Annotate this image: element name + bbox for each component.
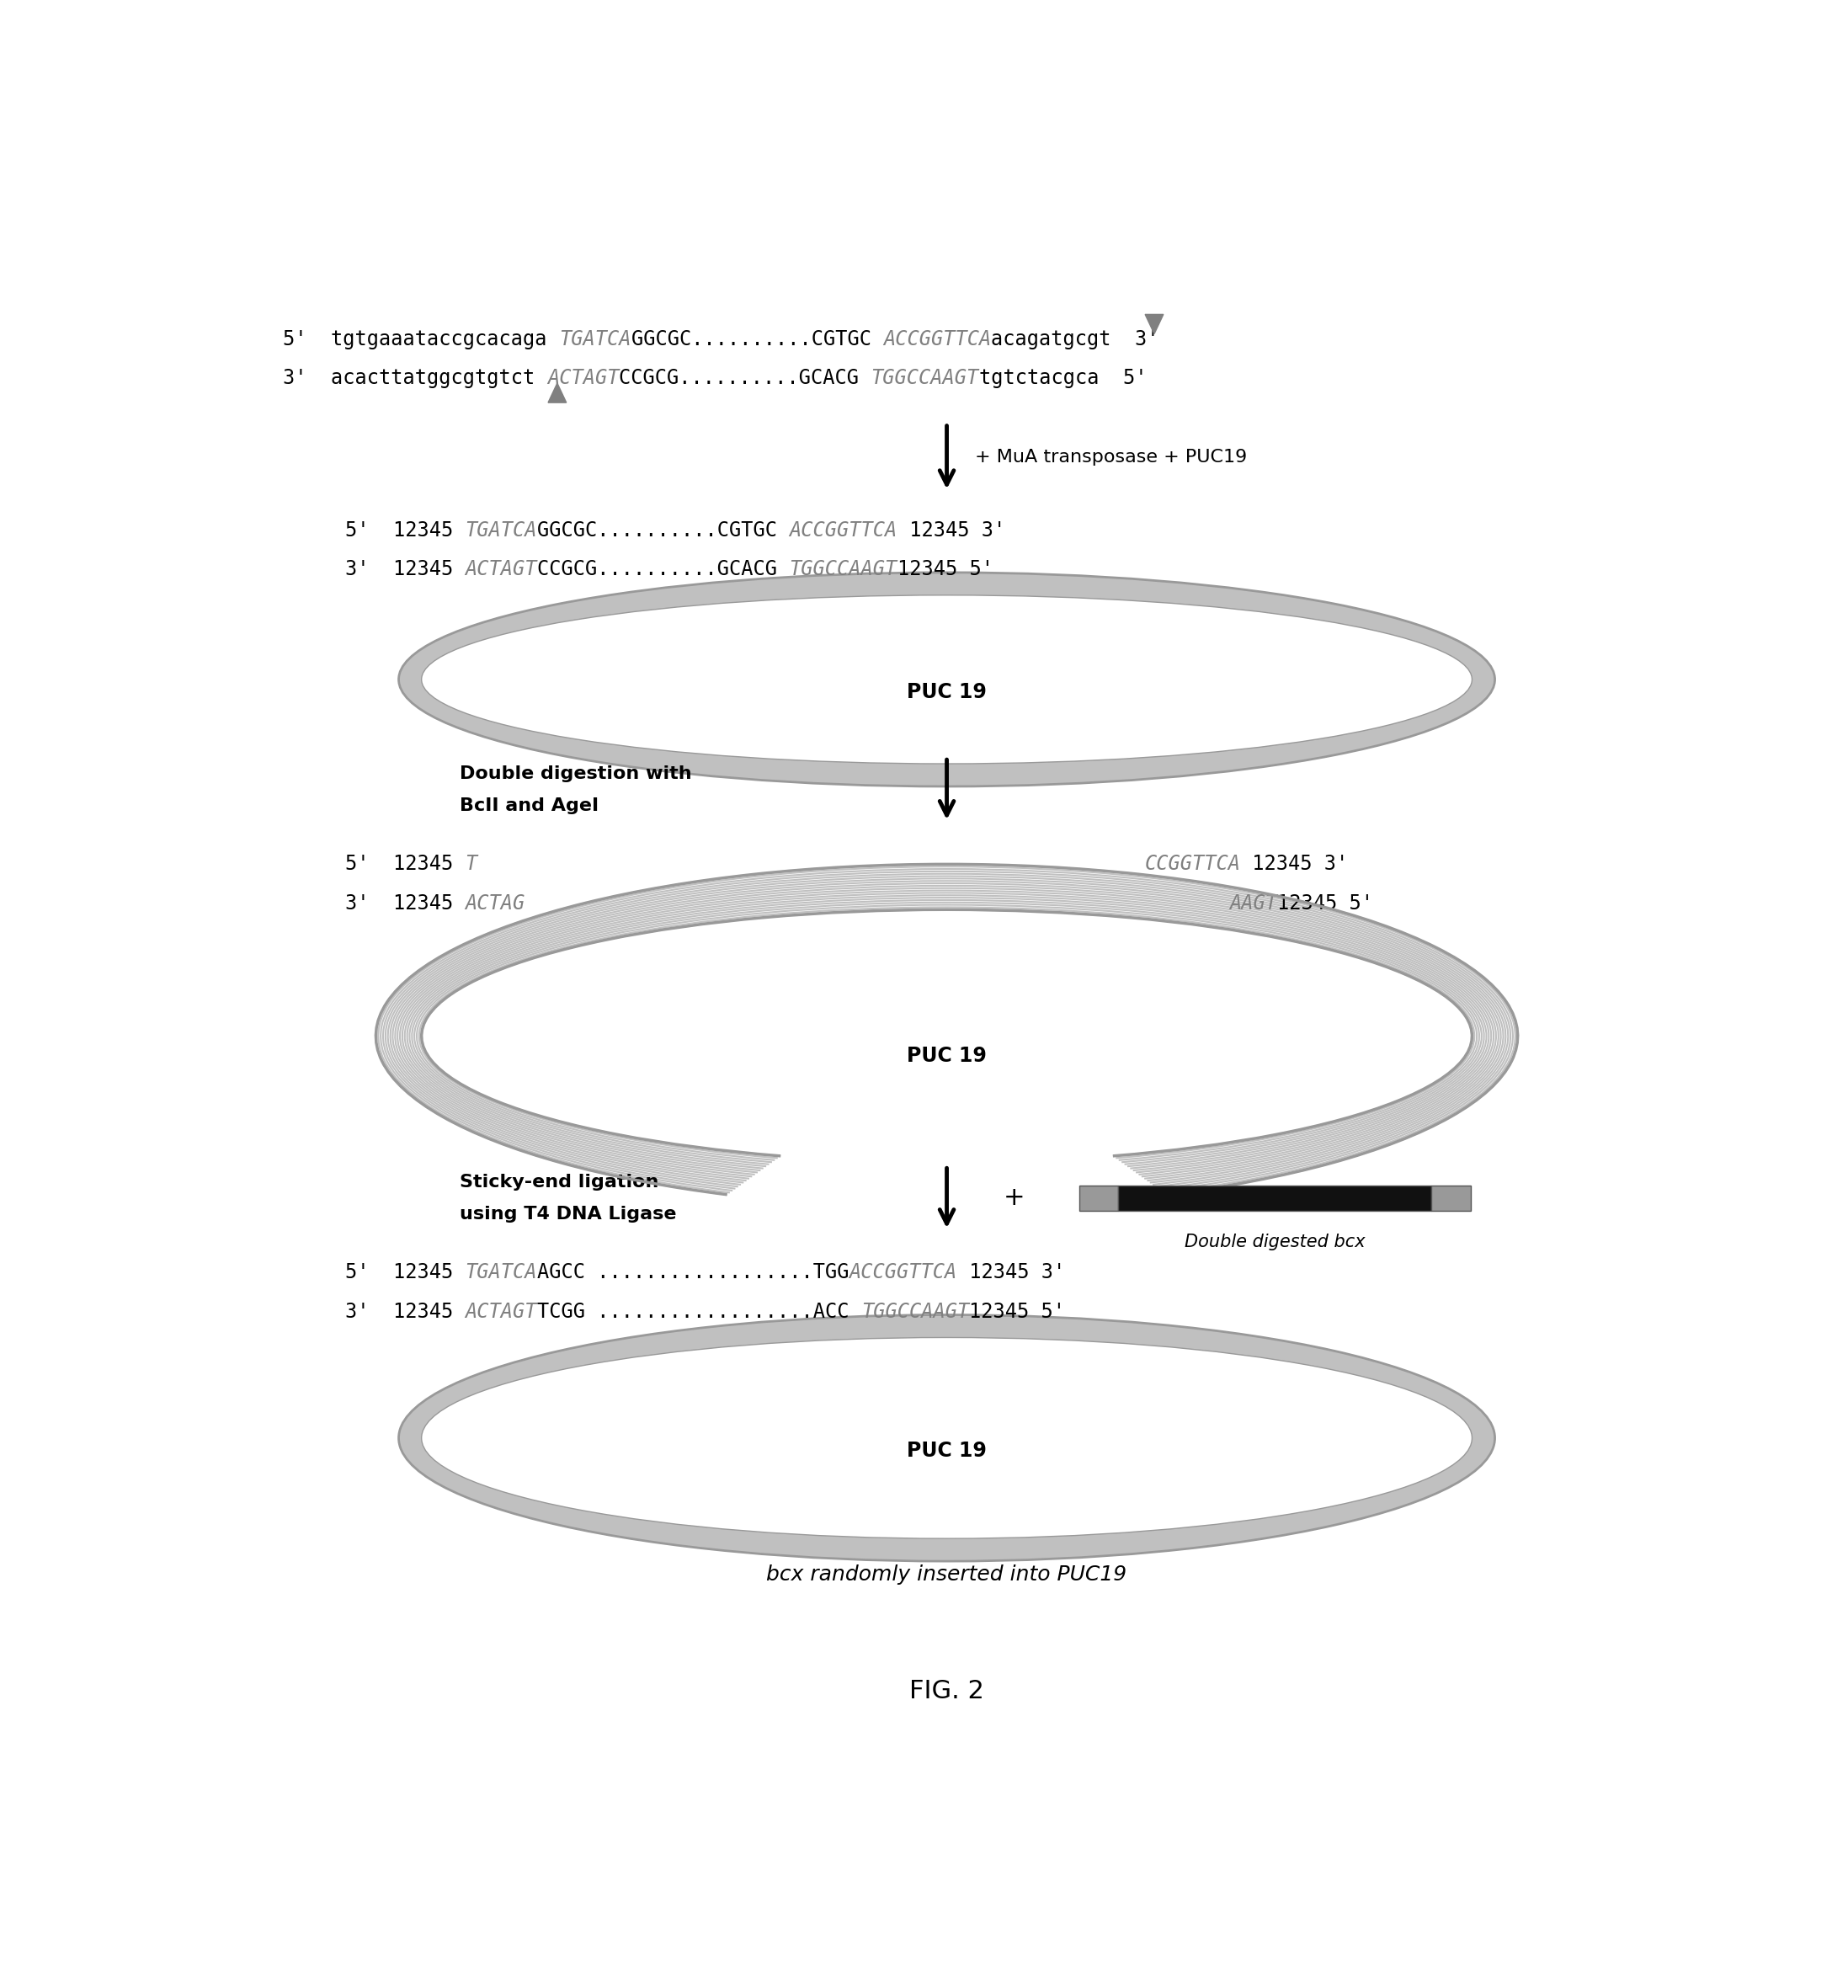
Text: 5'  tgtgaaataccgcacaga: 5' tgtgaaataccgcacaga	[283, 328, 560, 350]
Text: 5'  12345: 5' 12345	[346, 855, 466, 875]
Text: 3'  acacttatggcgtgtct: 3' acacttatggcgtgtct	[283, 368, 547, 388]
Text: CCGCG..........GCACG: CCGCG..........GCACG	[538, 559, 789, 579]
Bar	[1118, 1185, 1432, 1211]
Text: CCGCG..........GCACG: CCGCG..........GCACG	[619, 368, 870, 388]
Text: TGATCA: TGATCA	[466, 521, 538, 541]
Text: 3'  12345: 3' 12345	[346, 1302, 466, 1322]
Text: ACTAGT: ACTAGT	[466, 1302, 538, 1322]
Text: PUC 19: PUC 19	[907, 1441, 987, 1461]
Bar	[1432, 1185, 1471, 1211]
Text: 12345 5': 12345 5'	[968, 1302, 1064, 1322]
Text: acagatgcgt  3': acagatgcgt 3'	[991, 328, 1159, 350]
Ellipse shape	[421, 594, 1473, 763]
Text: TGGCCAAGT: TGGCCAAGT	[870, 368, 979, 388]
Text: PUC 19: PUC 19	[907, 1046, 987, 1066]
Text: TGATCA: TGATCA	[466, 1262, 538, 1282]
Text: T: T	[466, 855, 477, 875]
Bar	[1079, 1185, 1118, 1211]
Text: GGCGC..........CGTGC: GGCGC..........CGTGC	[538, 521, 789, 541]
Text: TGATCA: TGATCA	[560, 328, 632, 350]
Text: tgtctacgca  5': tgtctacgca 5'	[979, 368, 1148, 388]
Text: FIG. 2: FIG. 2	[909, 1678, 985, 1704]
Text: TCGG ..................ACC: TCGG ..................ACC	[538, 1302, 861, 1322]
Text: 12345 3': 12345 3'	[1240, 855, 1349, 875]
Text: ACTAGT: ACTAGT	[547, 368, 619, 388]
Polygon shape	[549, 384, 565, 404]
Text: +: +	[1003, 1187, 1026, 1211]
Text: ACCGGTTCA: ACCGGTTCA	[848, 1262, 957, 1282]
Text: 12345 5': 12345 5'	[1277, 893, 1373, 912]
Text: 3'  12345: 3' 12345	[346, 559, 466, 579]
Text: using T4 DNA Ligase: using T4 DNA Ligase	[460, 1207, 676, 1223]
Text: Sticky-end ligation: Sticky-end ligation	[460, 1173, 658, 1191]
Ellipse shape	[421, 1338, 1473, 1539]
Text: ACTAG: ACTAG	[466, 893, 525, 912]
Text: 5'  12345: 5' 12345	[346, 1262, 466, 1282]
Text: AGCC ..................TGG: AGCC ..................TGG	[538, 1262, 848, 1282]
Text: BcII and AgeI: BcII and AgeI	[460, 797, 599, 815]
Text: TGGCCAAGT: TGGCCAAGT	[789, 559, 896, 579]
Text: bcx randomly inserted into PUC19: bcx randomly inserted into PUC19	[767, 1565, 1127, 1584]
Ellipse shape	[399, 573, 1495, 787]
Text: 12345 5': 12345 5'	[896, 559, 992, 579]
Text: AAGT: AAGT	[1229, 893, 1277, 912]
Text: 3'  12345: 3' 12345	[346, 893, 466, 912]
Ellipse shape	[399, 1314, 1495, 1561]
Text: ACCGGTTCA: ACCGGTTCA	[883, 328, 991, 350]
Text: + MuA transposase + PUC19: + MuA transposase + PUC19	[976, 449, 1247, 465]
Text: Double digestion with: Double digestion with	[460, 765, 691, 781]
Text: PUC 19: PUC 19	[907, 682, 987, 702]
Text: 12345 3': 12345 3'	[896, 521, 1005, 541]
Text: Double digested bcx: Double digested bcx	[1185, 1235, 1366, 1250]
Text: GGCGC..........CGTGC: GGCGC..........CGTGC	[632, 328, 883, 350]
Text: CCGGTTCA: CCGGTTCA	[1144, 855, 1240, 875]
Text: 5'  12345: 5' 12345	[346, 521, 466, 541]
Polygon shape	[1146, 314, 1164, 334]
Text: ACTAGT: ACTAGT	[466, 559, 538, 579]
Text: 12345 3': 12345 3'	[957, 1262, 1064, 1282]
Text: TGGCCAAGT: TGGCCAAGT	[861, 1302, 968, 1322]
Text: ACCGGTTCA: ACCGGTTCA	[789, 521, 896, 541]
